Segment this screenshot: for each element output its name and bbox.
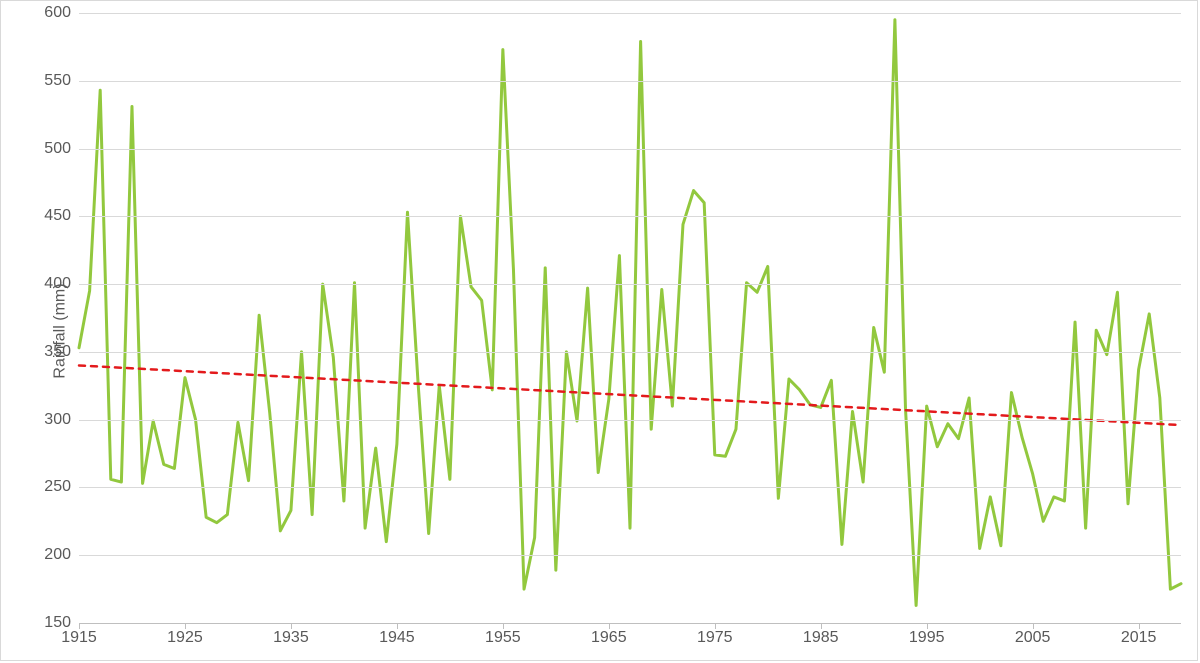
x-tick-label: 2005 <box>1015 623 1051 647</box>
rainfall-line-chart: Rainfall (mm) 15020025030035040045050055… <box>0 0 1198 661</box>
x-tick-label: 1965 <box>591 623 627 647</box>
y-tick-label: 550 <box>44 72 79 90</box>
x-tick-label: 1975 <box>697 623 733 647</box>
x-tick-label: 1995 <box>909 623 945 647</box>
chart-svg <box>79 13 1181 623</box>
gridline <box>79 81 1181 82</box>
y-tick-label: 450 <box>44 207 79 225</box>
y-tick-label: 500 <box>44 140 79 158</box>
x-tick-label: 1945 <box>379 623 415 647</box>
trend-line <box>79 365 1181 425</box>
y-axis-title: Rainfall (mm) <box>52 283 70 378</box>
y-tick-label: 400 <box>44 275 79 293</box>
x-tick-label: 1955 <box>485 623 521 647</box>
gridline <box>79 149 1181 150</box>
x-tick-label: 1915 <box>61 623 97 647</box>
y-tick-label: 250 <box>44 478 79 496</box>
y-tick-label: 300 <box>44 411 79 429</box>
rainfall-series-line <box>79 20 1181 606</box>
y-tick-label: 600 <box>44 4 79 22</box>
x-tick-label: 1935 <box>273 623 309 647</box>
x-tick-label: 2015 <box>1121 623 1157 647</box>
gridline <box>79 13 1181 14</box>
gridline <box>79 555 1181 556</box>
x-tick-label: 1985 <box>803 623 839 647</box>
plot-area: 1502002503003504004505005506001915192519… <box>79 13 1181 623</box>
gridline <box>79 216 1181 217</box>
y-tick-label: 200 <box>44 546 79 564</box>
gridline <box>79 352 1181 353</box>
gridline <box>79 487 1181 488</box>
x-tick-label: 1925 <box>167 623 203 647</box>
gridline <box>79 284 1181 285</box>
gridline <box>79 420 1181 421</box>
y-tick-label: 350 <box>44 343 79 361</box>
